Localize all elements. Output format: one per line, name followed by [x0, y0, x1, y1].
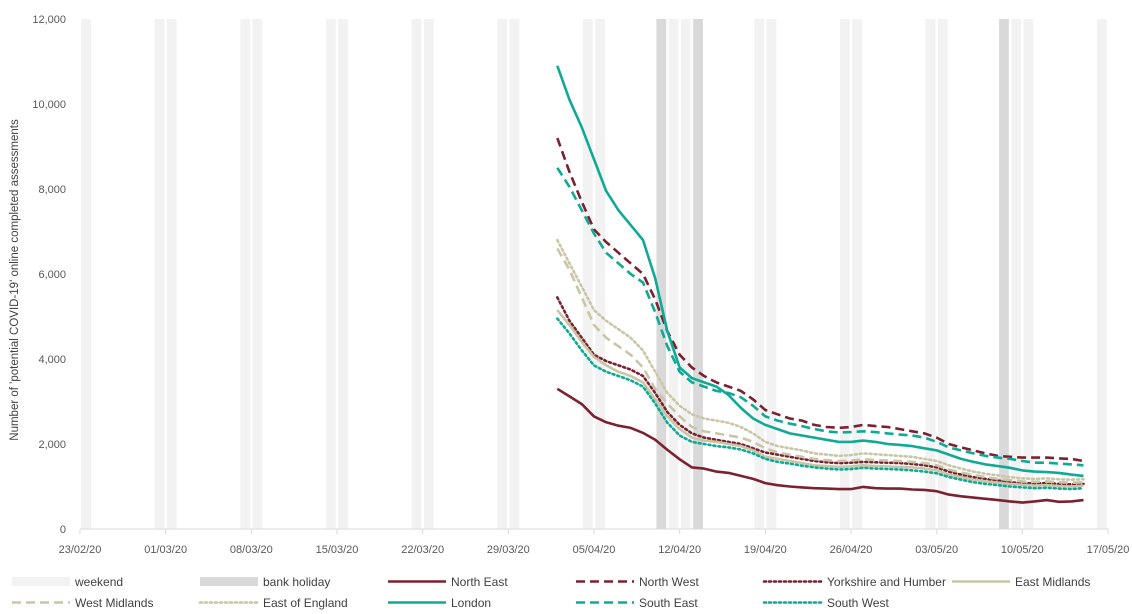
- legend-label: weekend: [74, 575, 123, 589]
- weekend-band: [582, 19, 593, 529]
- weekend-band: [937, 19, 948, 529]
- legend-label: West Midlands: [75, 596, 153, 610]
- weekend-band: [680, 19, 691, 529]
- x-tick-label: 23/02/20: [59, 544, 102, 556]
- weekend-band: [1011, 19, 1022, 529]
- weekend-band: [154, 19, 165, 529]
- weekend-band: [1096, 19, 1107, 529]
- weekend-band: [497, 19, 508, 529]
- weekend-band: [325, 19, 336, 529]
- series-line-east-midlands: [556, 309, 1084, 488]
- legend-label: East of England: [263, 596, 348, 610]
- weekend-band: [509, 19, 520, 529]
- y-axis-label: Number of 'potential COVID-19' online co…: [9, 119, 21, 441]
- weekend-band: [852, 19, 863, 529]
- weekend-band: [411, 19, 422, 529]
- weekend-band: [766, 19, 777, 529]
- y-tick-label: 10,000: [32, 99, 66, 111]
- weekend-band: [595, 19, 606, 529]
- y-tick-label: 0: [60, 524, 66, 536]
- series-line-west-midlands: [556, 247, 1084, 485]
- shaded-day-bands: [81, 19, 1107, 529]
- legend-label: North West: [639, 575, 699, 589]
- weekend-band: [81, 19, 92, 529]
- bank-holiday-band: [656, 19, 667, 529]
- y-tick-label: 4,000: [38, 354, 66, 366]
- x-tick-label: 08/03/20: [230, 544, 273, 556]
- x-tick-label: 05/04/20: [573, 544, 616, 556]
- weekend-band: [839, 19, 850, 529]
- y-tick-label: 8,000: [38, 184, 66, 196]
- x-tick-label: 10/05/20: [1001, 544, 1044, 556]
- y-tick-labels: 0 2,000 4,000 6,000 8,000 10,000 12,000: [32, 14, 66, 536]
- weekend-band: [338, 19, 349, 529]
- x-tick-label: 29/03/20: [487, 544, 530, 556]
- legend-label: South East: [639, 596, 698, 610]
- series-line-north-east: [556, 387, 1084, 504]
- x-tick-label: 03/05/20: [915, 544, 958, 556]
- series-line-east-of-england: [555, 238, 1085, 482]
- series-lines: [555, 65, 1085, 504]
- legend: weekend bank holiday North East North West Y…: [12, 575, 1090, 610]
- x-tick-labels: 23/02/20 01/03/20 08/03/20 15/03/20 22/03/20…: [59, 529, 1130, 556]
- legend-label: East Midlands: [1015, 575, 1090, 589]
- x-tick-label: 01/03/20: [144, 544, 187, 556]
- y-tick-label: 6,000: [38, 269, 66, 281]
- legend-label: South West: [827, 596, 889, 610]
- legend-label: bank holiday: [263, 575, 330, 589]
- x-tick-label: 26/04/20: [830, 544, 873, 556]
- weekend-band: [252, 19, 263, 529]
- weekend-band: [1023, 19, 1034, 529]
- x-tick-label: 19/04/20: [744, 544, 787, 556]
- series-line-yorkshire-and-humber: [555, 296, 1085, 486]
- weekend-band: [166, 19, 177, 529]
- weekend-band: [754, 19, 765, 529]
- bank-holiday-band: [999, 19, 1009, 529]
- weekend-band: [925, 19, 936, 529]
- legend-label: London: [451, 596, 491, 610]
- legend-swatch: [200, 577, 258, 586]
- series-line-london: [556, 65, 1084, 478]
- weekend-band: [423, 19, 434, 529]
- weekend-band: [668, 19, 679, 529]
- x-tick-label: 12/04/20: [658, 544, 701, 556]
- y-tick-label: 12,000: [32, 14, 66, 26]
- x-tick-label: 17/05/20: [1087, 544, 1130, 556]
- series-line-south-east: [556, 167, 1084, 467]
- y-tick-label: 2,000: [38, 439, 66, 451]
- x-tick-label: 15/03/20: [316, 544, 359, 556]
- legend-label: Yorkshire and Humber: [827, 575, 946, 589]
- legend-label: North East: [451, 575, 508, 589]
- bank-holiday-band: [693, 19, 703, 529]
- legend-swatch: [12, 577, 70, 586]
- series-line-south-west: [555, 317, 1085, 491]
- weekend-band: [240, 19, 251, 529]
- x-tick-label: 22/03/20: [401, 544, 444, 556]
- series-line-north-west: [556, 137, 1084, 463]
